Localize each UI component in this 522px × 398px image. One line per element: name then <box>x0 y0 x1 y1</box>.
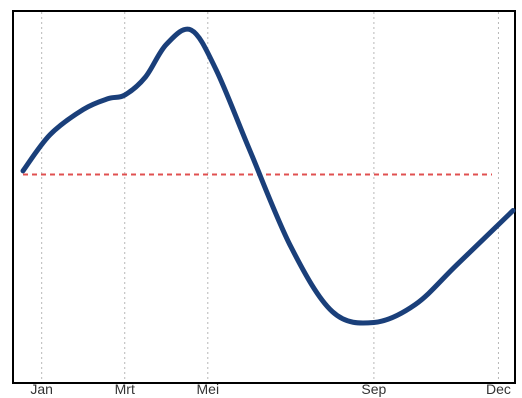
x-tick-label-mei: Mei <box>197 381 220 397</box>
x-tick-label-jan: Jan <box>30 381 53 397</box>
x-tick-label-mrt: Mrt <box>115 381 135 397</box>
x-tick-label-dec: Dec <box>486 381 511 397</box>
vertical-gridlines <box>41 12 499 382</box>
x-axis-tick-labels: Jan Mrt Mei Sep Dec <box>30 381 511 397</box>
series-line-0 <box>20 26 516 326</box>
series-layer <box>20 26 516 326</box>
chart-frame <box>12 10 516 384</box>
x-tick-label-sep: Sep <box>361 381 386 397</box>
